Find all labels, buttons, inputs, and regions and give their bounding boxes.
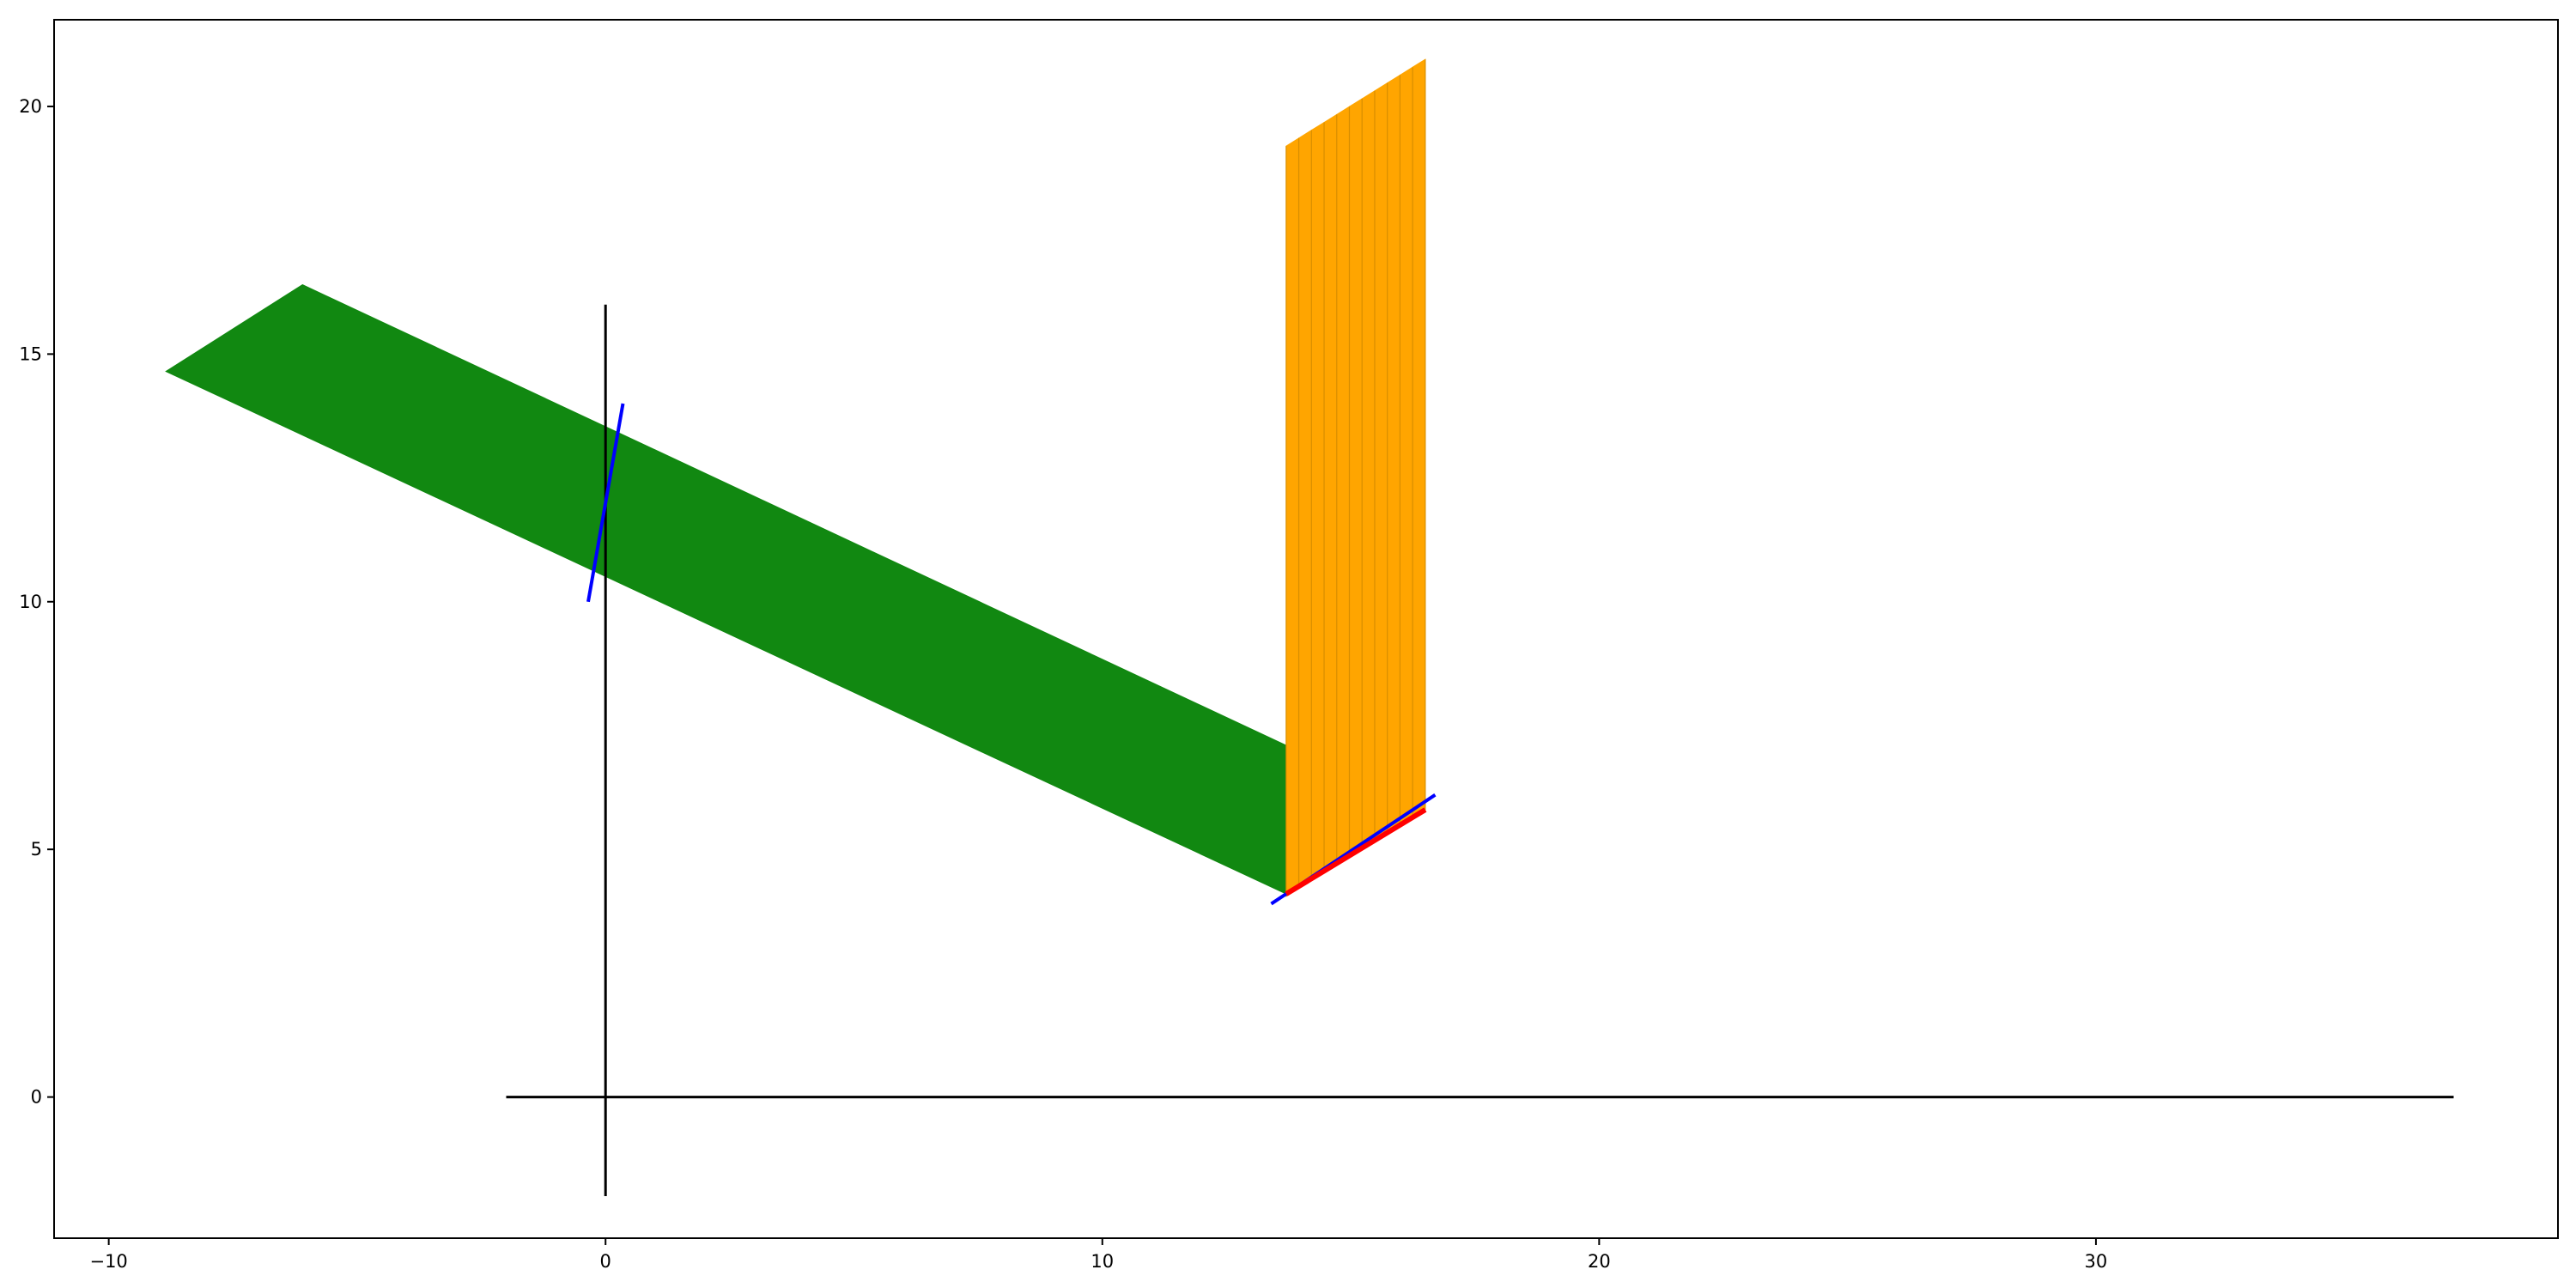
y-tick-label: 15 (19, 343, 42, 364)
x-tick-label: −10 (89, 1251, 127, 1272)
red-segment (1285, 807, 1427, 896)
orange-fan-strip (1310, 121, 1325, 882)
orange-fan-strip (1349, 98, 1363, 859)
orange-fan-strip (1285, 137, 1300, 897)
plot-area (165, 58, 2454, 1196)
y-tick-label: 20 (19, 96, 42, 117)
orange-fan-strip (1298, 129, 1312, 890)
y-tick-label: 5 (31, 839, 42, 860)
y-tick-label: 10 (19, 592, 42, 612)
orange-fan-strip (1374, 82, 1388, 842)
orange-fan-strip (1412, 58, 1426, 819)
x-axis-ticks: −10 0 10 20 30 (89, 1238, 2107, 1272)
orange-fan-strip (1387, 74, 1400, 835)
x-tick-label: 20 (1588, 1251, 1611, 1272)
orange-fan-strip (1336, 106, 1350, 866)
x-tick-label: 30 (2085, 1251, 2108, 1272)
green-band (165, 284, 1287, 895)
blue-line-left (586, 403, 625, 603)
orange-fan-strip (1323, 113, 1338, 874)
x-tick-label: 10 (1091, 1251, 1114, 1272)
orange-fan-strip (1399, 66, 1413, 827)
y-tick-label: 0 (31, 1087, 42, 1108)
orange-fan-strip (1361, 90, 1376, 850)
orange-fan (1285, 58, 1426, 897)
axes-frame (53, 19, 2559, 1239)
y-axis-ticks: 0 5 10 15 20 (19, 96, 54, 1108)
x-tick-label: 0 (600, 1251, 611, 1272)
